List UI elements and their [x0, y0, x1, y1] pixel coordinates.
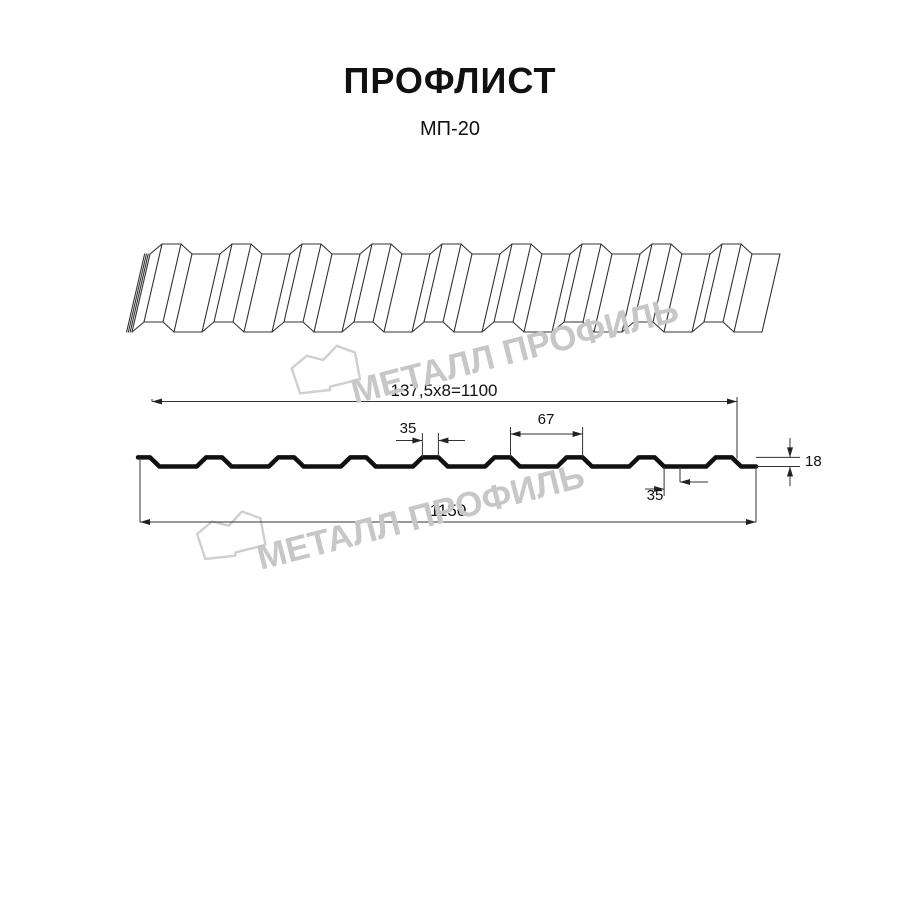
svg-text:35: 35	[400, 420, 417, 437]
svg-text:67: 67	[538, 411, 555, 428]
svg-text:18: 18	[805, 453, 822, 470]
